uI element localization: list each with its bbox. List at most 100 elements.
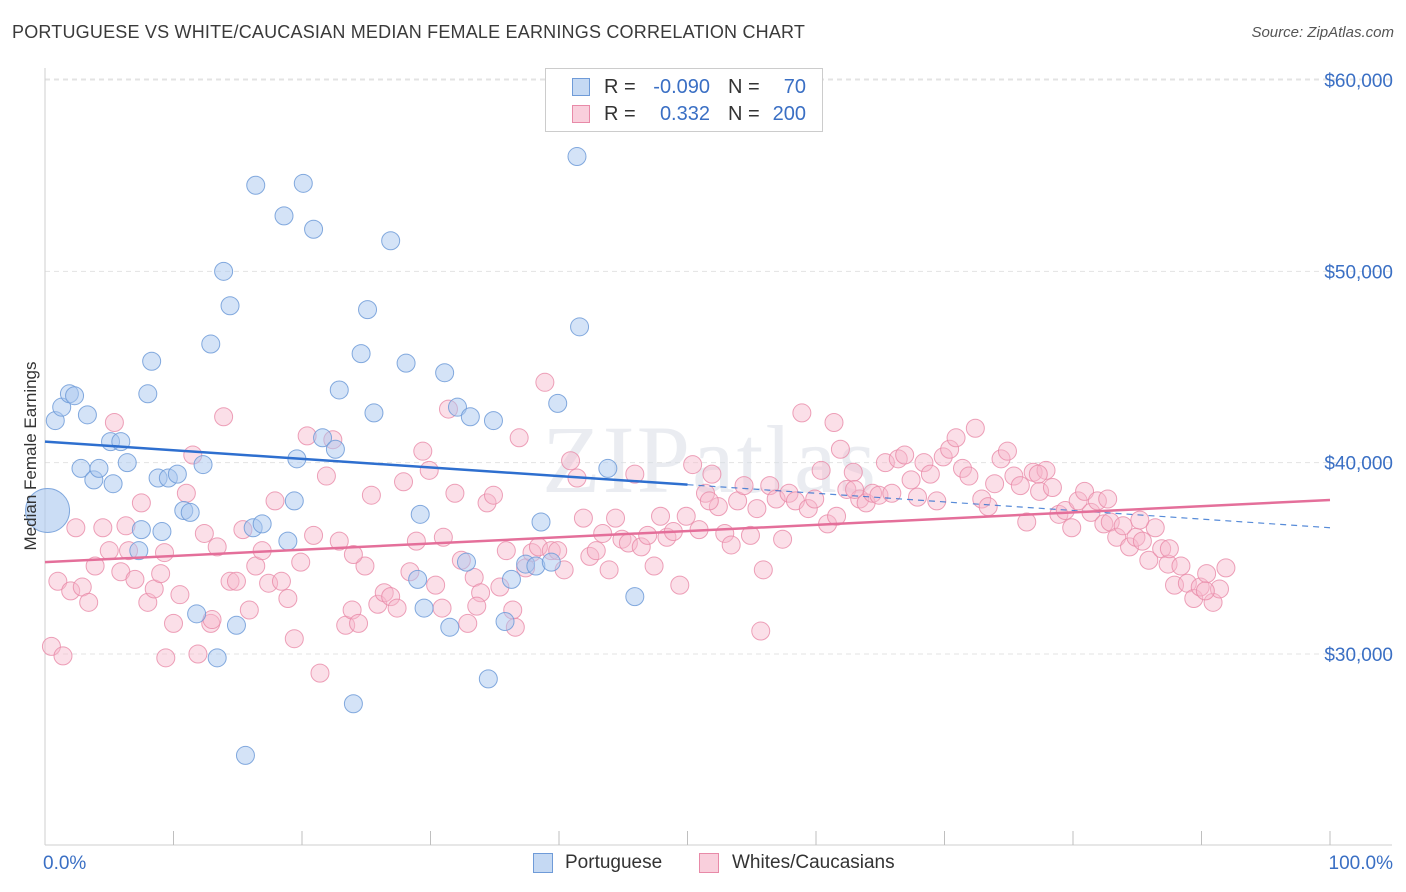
data-point-portuguese [358,300,378,320]
legend-r-label: R = [604,76,636,98]
data-point-whites [194,523,214,543]
legend-r-label: R = [604,103,636,125]
data-point-whites [304,525,324,545]
data-point-whites [394,472,414,492]
data-point-whites [1068,491,1088,511]
data-point-whites [220,571,240,591]
y-tick-label: $40,000 [1324,454,1393,475]
data-point-whites [1139,550,1159,570]
data-point-whites [779,483,799,503]
data-point-portuguese [193,455,213,475]
data-point-whites [920,464,940,484]
data-point-whites [265,491,285,511]
data-point-portuguese [138,384,158,404]
data-point-whites [901,470,921,490]
data-point-whites [387,598,407,618]
data-point-portuguese [226,615,246,635]
data-point-portuguese [278,531,298,551]
data-point-whites [914,453,934,473]
data-point-whites [99,541,119,561]
data-point-portuguese [414,598,434,618]
portuguese-swatch [533,853,553,873]
data-point-whites [1159,539,1179,559]
data-point-portuguese [187,604,207,624]
data-point-whites [1184,589,1204,609]
data-point-whites [496,541,516,561]
data-point-whites [361,485,381,505]
data-point-portuguese [65,386,85,406]
data-point-whites [1216,558,1236,578]
portuguese-points [25,147,645,765]
data-point-whites [875,453,895,473]
data-point-portuguese [214,261,234,281]
data-point-whites [66,518,86,538]
data-point-whites [824,412,844,432]
data-point-whites [413,441,433,461]
data-point-whites [310,663,330,683]
data-point-whites [1132,531,1152,551]
data-point-whites [676,506,696,526]
legend-swatch-portuguese [572,78,590,96]
data-point-whites [151,564,171,584]
data-point-whites [1145,518,1165,538]
data-point-whites [349,613,369,633]
data-point-whites [1113,516,1133,536]
data-point-portuguese [117,453,137,473]
data-point-whites [176,483,196,503]
data-point-whites [1042,478,1062,498]
data-point-whites [586,541,606,561]
data-point-whites [965,418,985,438]
data-point-portuguese [129,541,149,561]
data-point-whites [445,483,465,503]
legend-n-value: 70 [783,76,806,98]
data-point-whites [670,575,690,595]
data-point-whites [1098,489,1118,509]
data-point-whites [940,439,960,459]
data-point-whites [895,445,915,465]
portuguese-trend-line [44,440,688,486]
data-point-whites [751,621,771,641]
legend-n-label: N = [728,103,760,125]
data-point-portuguese [440,617,460,637]
data-point-whites [419,460,439,480]
data-point-whites [61,581,81,601]
data-point-whites [214,407,234,427]
data-point-whites [79,592,99,612]
data-point-portuguese [246,175,266,195]
data-point-whites [467,596,487,616]
data-point-whites [131,493,151,513]
data-point-portuguese [284,491,304,511]
data-point-portuguese [89,458,109,478]
data-point-whites [226,571,246,591]
data-point-portuguese [483,411,503,431]
data-point-portuguese [25,488,71,533]
whites-caucasians-points [41,372,1236,683]
data-point-whites [1094,514,1114,534]
data-point-portuguese [531,512,551,532]
data-point-whites [683,455,703,475]
data-point-whites [48,571,68,591]
whites-trend-line [44,498,1331,564]
data-point-whites [170,585,190,605]
data-point-whites [284,629,304,649]
x-tick-label-max: 100.0% [1329,853,1394,874]
data-point-portuguese [304,219,324,239]
data-point-whites [827,506,847,526]
data-point-portuguese [252,514,272,534]
data-point-whites [651,506,671,526]
data-point-portuguese [152,522,172,542]
whites-swatch [699,853,719,873]
data-point-portuguese [396,353,416,373]
portuguese-legend-label: Portuguese [565,852,663,873]
data-point-portuguese [235,745,255,765]
data-point-whites [355,556,375,576]
data-point-portuguese [329,380,349,400]
data-point-whites [1030,481,1050,501]
data-point-whites [573,508,593,528]
data-point-whites [1028,464,1048,484]
data-point-whites [509,428,529,448]
legend-row-whites: R = 0.332 N = 200 [546,101,822,127]
data-point-whites [477,493,497,513]
data-point-portuguese [625,587,645,607]
